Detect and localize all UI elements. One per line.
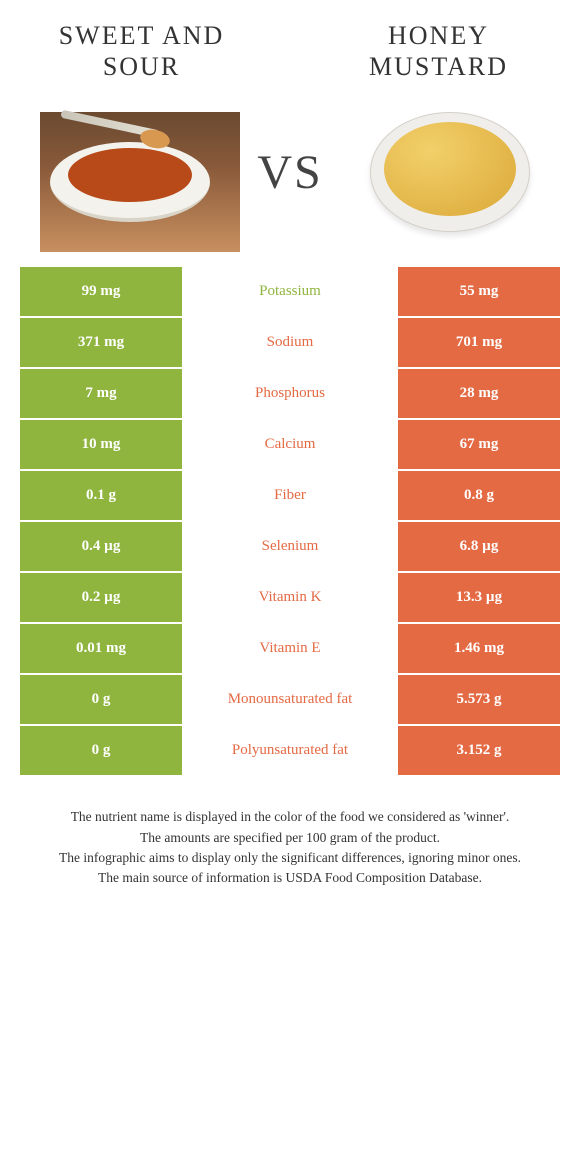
images-row: VS	[20, 102, 560, 242]
cell-nutrient-label: Potassium	[182, 267, 398, 318]
cell-right-value: 13.3 µg	[398, 573, 560, 624]
table-row: 10 mgCalcium67 mg	[20, 420, 560, 471]
food-image-left	[30, 102, 230, 242]
cell-nutrient-label: Fiber	[182, 471, 398, 522]
cell-right-value: 3.152 g	[398, 726, 560, 777]
footnote-line: The amounts are specified per 100 gram o…	[20, 828, 560, 848]
cell-nutrient-label: Calcium	[182, 420, 398, 471]
footnote-line: The infographic aims to display only the…	[20, 848, 560, 868]
cell-left-value: 0.4 µg	[20, 522, 182, 573]
cell-nutrient-label: Monounsaturated fat	[182, 675, 398, 726]
cell-right-value: 701 mg	[398, 318, 560, 369]
cell-right-value: 6.8 µg	[398, 522, 560, 573]
footnote-line: The nutrient name is displayed in the co…	[20, 807, 560, 827]
table-row: 7 mgPhosphorus28 mg	[20, 369, 560, 420]
cell-nutrient-label: Polyunsaturated fat	[182, 726, 398, 777]
cell-right-value: 67 mg	[398, 420, 560, 471]
cell-nutrient-label: Sodium	[182, 318, 398, 369]
cell-right-value: 55 mg	[398, 267, 560, 318]
cell-nutrient-label: Vitamin K	[182, 573, 398, 624]
table-row: 99 mgPotassium55 mg	[20, 267, 560, 318]
cell-right-value: 28 mg	[398, 369, 560, 420]
cell-left-value: 371 mg	[20, 318, 182, 369]
title-row: SWEET AND SOUR HONEY MUSTARD	[20, 20, 560, 82]
cell-left-value: 7 mg	[20, 369, 182, 420]
cell-left-value: 10 mg	[20, 420, 182, 471]
cell-nutrient-label: Vitamin E	[182, 624, 398, 675]
food-image-right	[350, 102, 550, 242]
cell-left-value: 0.2 µg	[20, 573, 182, 624]
footnotes: The nutrient name is displayed in the co…	[20, 807, 560, 888]
table-row: 0.1 gFiber0.8 g	[20, 471, 560, 522]
nutrient-table: 99 mgPotassium55 mg371 mgSodium701 mg7 m…	[20, 267, 560, 777]
cell-nutrient-label: Selenium	[182, 522, 398, 573]
table-row: 0.4 µgSelenium6.8 µg	[20, 522, 560, 573]
table-row: 0 gPolyunsaturated fat3.152 g	[20, 726, 560, 777]
cell-right-value: 0.8 g	[398, 471, 560, 522]
vs-label: VS	[257, 145, 322, 200]
cell-left-value: 99 mg	[20, 267, 182, 318]
table-row: 371 mgSodium701 mg	[20, 318, 560, 369]
cell-left-value: 0 g	[20, 726, 182, 777]
title-right: HONEY MUSTARD	[317, 20, 560, 82]
cell-right-value: 5.573 g	[398, 675, 560, 726]
cell-left-value: 0.1 g	[20, 471, 182, 522]
footnote-line: The main source of information is USDA F…	[20, 868, 560, 888]
cell-right-value: 1.46 mg	[398, 624, 560, 675]
table-row: 0.2 µgVitamin K13.3 µg	[20, 573, 560, 624]
cell-left-value: 0 g	[20, 675, 182, 726]
cell-left-value: 0.01 mg	[20, 624, 182, 675]
table-row: 0.01 mgVitamin E1.46 mg	[20, 624, 560, 675]
cell-nutrient-label: Phosphorus	[182, 369, 398, 420]
table-row: 0 gMonounsaturated fat5.573 g	[20, 675, 560, 726]
title-left: SWEET AND SOUR	[20, 20, 263, 82]
